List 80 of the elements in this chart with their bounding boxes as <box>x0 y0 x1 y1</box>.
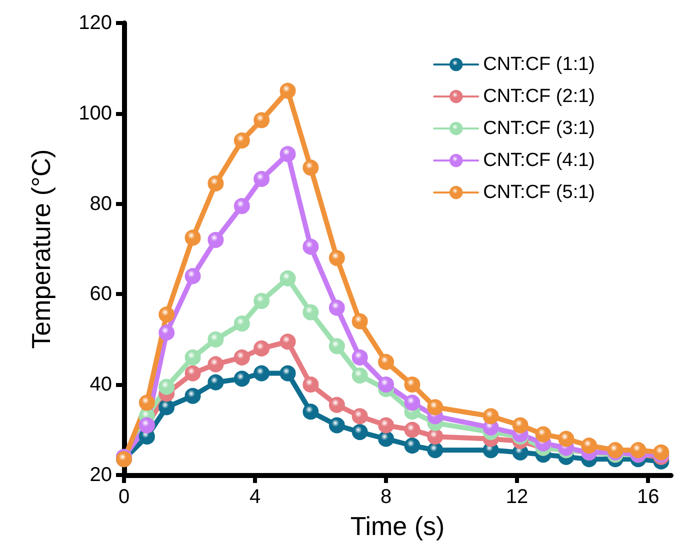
point <box>302 376 319 393</box>
point <box>234 370 250 387</box>
legend-label: CNT:CF (5:1) <box>483 182 596 203</box>
point <box>535 426 552 442</box>
point <box>280 82 296 99</box>
point <box>630 442 646 458</box>
point <box>352 424 368 440</box>
point <box>158 306 175 323</box>
legend-label: CNT:CF (2:1) <box>483 86 596 107</box>
point <box>404 394 420 411</box>
point <box>482 408 499 424</box>
point <box>328 250 345 266</box>
point <box>280 334 296 350</box>
point <box>184 230 201 246</box>
x-tick-label: 12 <box>506 486 528 508</box>
point <box>158 324 175 341</box>
point <box>254 365 270 382</box>
point <box>378 417 394 434</box>
x-axis-title: Time (s) <box>350 511 445 541</box>
point <box>254 340 270 356</box>
point <box>352 313 368 330</box>
point <box>302 238 319 255</box>
point <box>208 175 224 192</box>
point <box>184 349 201 366</box>
y-tick-label: 20 <box>90 464 112 486</box>
point <box>328 417 345 434</box>
legend-label: CNT:CF (4:1) <box>483 150 596 171</box>
point <box>378 376 394 393</box>
point <box>208 232 224 248</box>
point <box>254 292 270 309</box>
y-tick-label: 120 <box>78 12 112 34</box>
point <box>378 354 394 370</box>
point <box>254 112 270 128</box>
point <box>208 374 224 390</box>
point <box>138 394 155 411</box>
y-tick-label: 60 <box>90 283 112 306</box>
point <box>280 146 296 162</box>
point <box>404 438 420 454</box>
x-tick-label: 4 <box>249 486 261 508</box>
point <box>328 338 345 354</box>
point <box>208 356 224 372</box>
point <box>352 408 368 424</box>
point <box>427 442 444 458</box>
point <box>404 376 420 393</box>
point <box>254 170 270 187</box>
y-tick-label: 80 <box>90 192 112 215</box>
point <box>184 388 201 404</box>
point <box>302 160 319 176</box>
point <box>427 428 444 445</box>
point <box>184 365 201 382</box>
point <box>158 378 175 395</box>
point <box>208 331 224 348</box>
point <box>302 404 319 420</box>
point <box>352 349 368 366</box>
y-tick-label: 40 <box>90 374 112 396</box>
point <box>558 430 574 447</box>
point <box>302 304 319 320</box>
point <box>234 198 250 214</box>
x-tick-label: 16 <box>636 486 660 508</box>
point <box>512 417 528 434</box>
point <box>328 396 345 413</box>
point <box>404 422 420 438</box>
legend-label: CNT:CF (3:1) <box>483 118 596 139</box>
point <box>158 399 175 416</box>
point <box>184 268 201 284</box>
legend-label: CNT:CF (1:1) <box>483 54 596 75</box>
point <box>352 368 368 384</box>
point <box>234 316 250 332</box>
y-tick-label: 100 <box>78 102 112 124</box>
x-tick-label: 0 <box>118 486 130 508</box>
point <box>581 438 598 454</box>
point <box>328 300 345 316</box>
point <box>234 132 250 149</box>
point <box>234 349 250 366</box>
point <box>378 430 394 447</box>
point <box>427 399 444 416</box>
point <box>280 270 296 286</box>
y-axis-title: Temperature (°C) <box>26 149 56 349</box>
point <box>280 365 296 382</box>
x-tick-label: 8 <box>380 486 392 508</box>
